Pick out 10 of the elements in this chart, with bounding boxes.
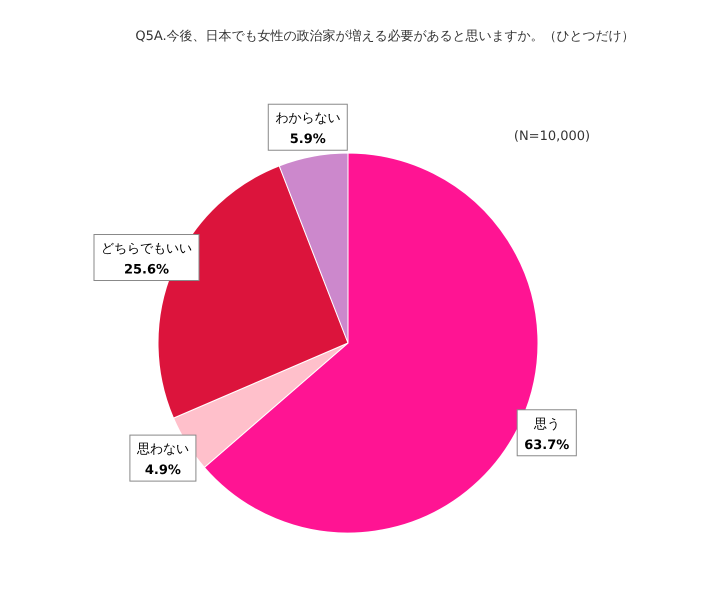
slice-label: 思わない xyxy=(136,442,189,458)
data-label: 4.9% xyxy=(144,463,181,478)
chart-title: Q5A.今後、日本でも女性の政治家が増える必要があると思いますか。（ひとつだけ） xyxy=(135,28,635,44)
data-label: 63.7% xyxy=(524,438,570,453)
slice-label: 思う xyxy=(532,416,560,432)
data-label: 25.6% xyxy=(124,262,170,278)
slice-label: どちらでもいい xyxy=(100,242,192,257)
text: (N=10,000) xyxy=(514,129,590,144)
data-label: 5.9% xyxy=(290,132,326,148)
slice-label: わからない xyxy=(275,111,340,126)
